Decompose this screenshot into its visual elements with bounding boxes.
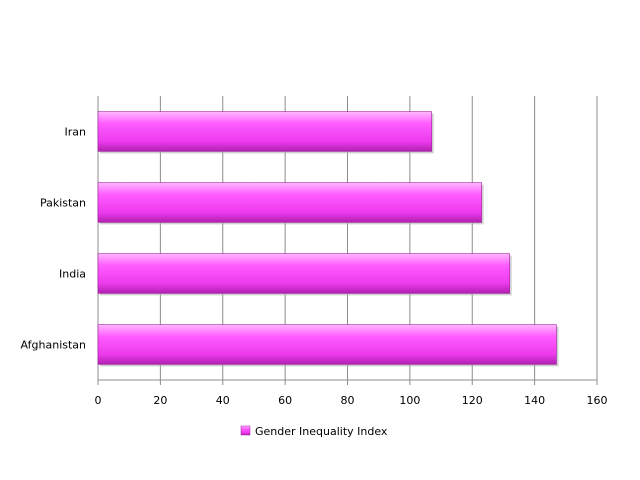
x-tick-label: 140 xyxy=(524,394,545,407)
legend-label: Gender Inequality Index xyxy=(255,425,388,438)
category-labels: Iran Pakistan India Afghanistan xyxy=(21,126,87,352)
bar-afghanistan xyxy=(97,324,557,365)
x-tick-labels: 0 20 40 60 80 100 120 140 160 xyxy=(95,394,608,407)
category-label: Pakistan xyxy=(40,197,86,210)
legend: Gender Inequality Index xyxy=(240,425,388,438)
x-tick-label: 40 xyxy=(216,394,230,407)
x-tick-label: 120 xyxy=(462,394,483,407)
x-tick-label: 60 xyxy=(278,394,292,407)
category-label: India xyxy=(59,268,86,281)
bar-iran xyxy=(97,111,433,152)
bar-india xyxy=(97,253,510,294)
category-label: Iran xyxy=(65,126,87,139)
x-tick-label: 0 xyxy=(95,394,102,407)
x-tick-label: 20 xyxy=(153,394,167,407)
bars xyxy=(97,111,559,367)
bar-pakistan xyxy=(97,182,482,223)
x-tick-label: 100 xyxy=(399,394,420,407)
legend-swatch xyxy=(240,425,251,436)
x-tick-label: 160 xyxy=(587,394,608,407)
x-tick-label: 80 xyxy=(341,394,355,407)
category-label: Afghanistan xyxy=(21,339,87,352)
